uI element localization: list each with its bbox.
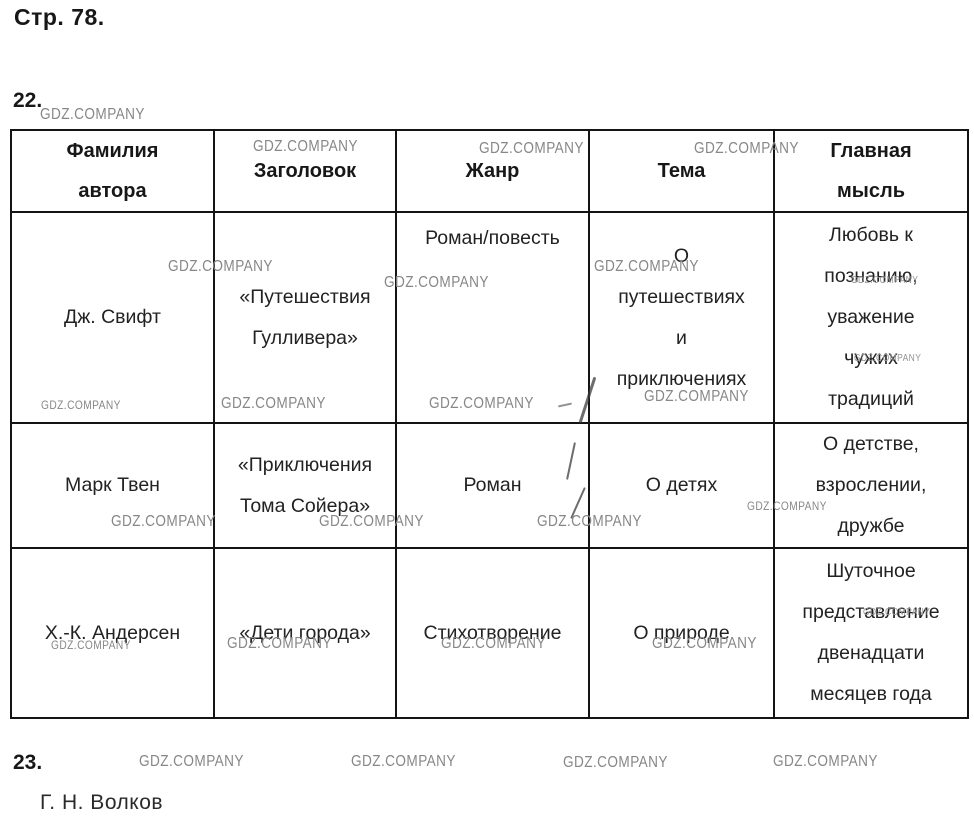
cell-theme: О путешествиях и приключениях (588, 211, 775, 424)
gdz-watermark: GDZ.COMPANY (563, 754, 668, 771)
cell-main-idea: Шуточное представление двенадцати месяце… (773, 547, 969, 719)
author-name-line: Г. Н. Волков (40, 791, 164, 814)
cell-genre: Стихотворение (395, 547, 590, 719)
cell-main-idea: Любовь к познанию, уважение чужих традиц… (773, 211, 969, 424)
gdz-watermark: GDZ.COMPANY (773, 753, 878, 770)
table-row-swift: Дж. Свифт «Путешествия Гулливера» Роман/… (10, 211, 969, 424)
gdz-watermark: GDZ.COMPANY (139, 753, 244, 770)
page-number-heading: Стр. 78. (14, 4, 105, 30)
col-header-title: Заголовок (213, 129, 397, 213)
cell-title: «Путешествия Гулливера» (213, 211, 397, 424)
col-header-theme: Тема (588, 129, 775, 213)
cell-author: Х.-К. Андерсен (10, 547, 215, 719)
cell-theme: О природе (588, 547, 775, 719)
cell-genre: Роман (395, 422, 590, 549)
cell-theme: О детях (588, 422, 775, 549)
gdz-watermark: GDZ.COMPANY (351, 753, 456, 770)
cell-title: «Приключения Тома Сойера» (213, 422, 397, 549)
cell-author: Дж. Свифт (10, 211, 215, 424)
task-22-label: 22. (13, 89, 43, 112)
cell-main-idea: О детстве, взрослении, дружбе (773, 422, 969, 549)
col-header-genre: Жанр (395, 129, 590, 213)
cell-title: «Дети города» (213, 547, 397, 719)
table-header-row: Фамилия автора Заголовок Жанр Тема Главн… (10, 129, 969, 213)
task-23-label: 23. (13, 751, 43, 774)
cell-genre: Роман/повесть (395, 211, 590, 424)
reading-summary-table: Фамилия автора Заголовок Жанр Тема Главн… (10, 129, 969, 719)
gdz-watermark: GDZ.COMPANY (40, 106, 145, 123)
cell-author: Марк Твен (10, 422, 215, 549)
table-row-andersen: Х.-К. Андерсен «Дети города» Стихотворен… (10, 547, 969, 719)
col-header-main-idea: Главная мысль (773, 129, 969, 213)
col-header-author-surname: Фамилия автора (10, 129, 215, 213)
table-row-twain: Марк Твен «Приключения Тома Сойера» Рома… (10, 422, 969, 549)
